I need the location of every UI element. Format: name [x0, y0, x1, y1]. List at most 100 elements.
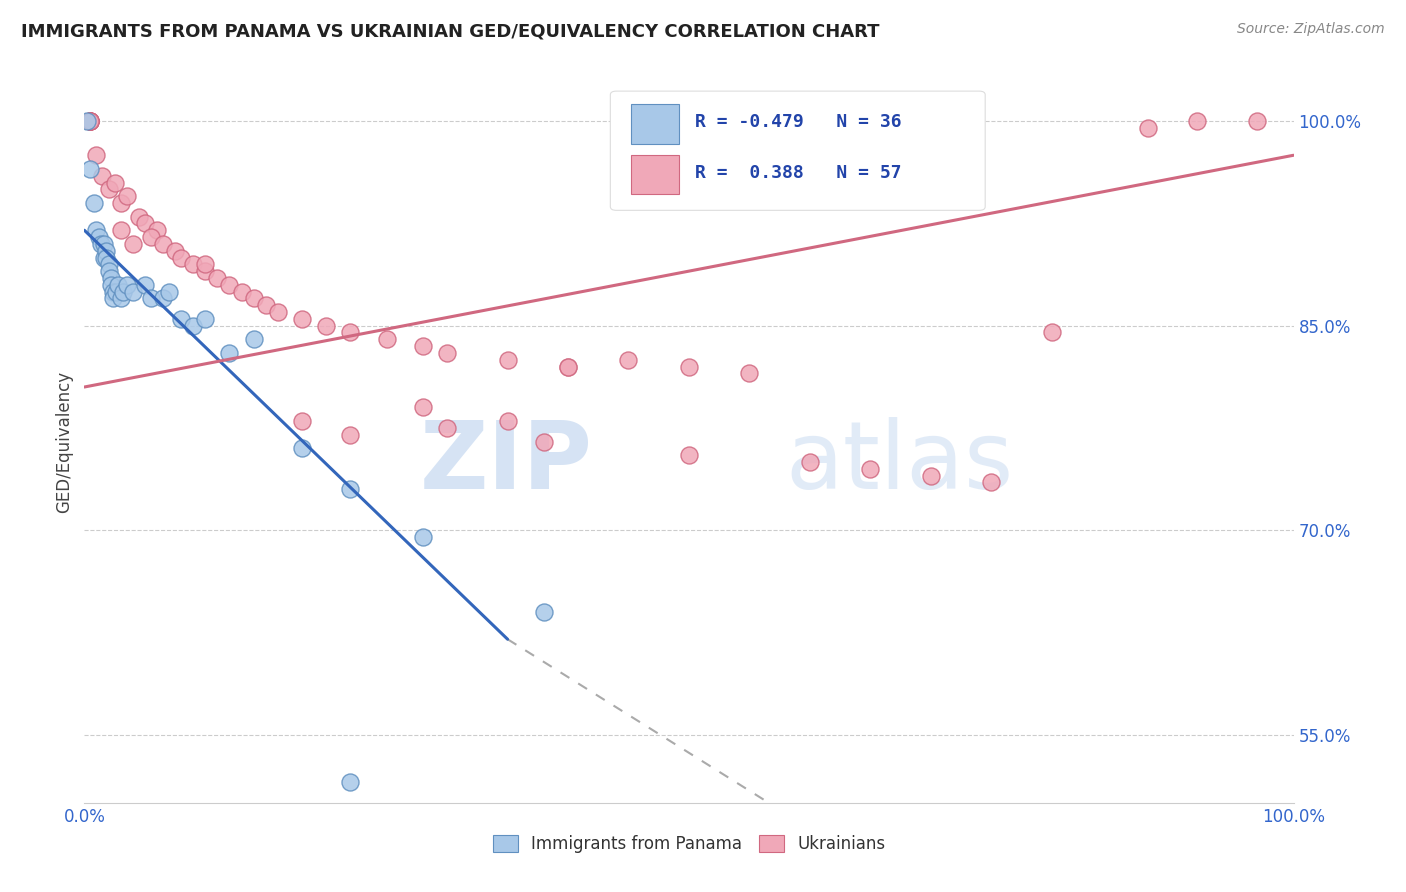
Point — [134, 277, 156, 292]
Point — [110, 292, 132, 306]
Point — [170, 251, 193, 265]
Point — [254, 298, 277, 312]
Point — [112, 285, 135, 299]
Bar — [631, 104, 679, 144]
Point — [436, 346, 458, 360]
Point — [93, 236, 115, 251]
Point — [1185, 114, 1208, 128]
Point — [97, 182, 120, 196]
Point — [134, 216, 156, 230]
Point — [194, 264, 217, 278]
Point — [152, 292, 174, 306]
Point — [79, 114, 101, 128]
Point — [799, 455, 821, 469]
Point — [920, 468, 942, 483]
Point — [79, 114, 101, 128]
Point — [738, 367, 761, 381]
Point — [165, 244, 187, 258]
Point — [121, 285, 143, 299]
Point — [375, 332, 398, 346]
Point — [533, 605, 555, 619]
Point — [100, 277, 122, 292]
Point — [678, 359, 700, 374]
Point — [291, 442, 314, 456]
Point — [103, 292, 125, 306]
Point — [557, 359, 579, 374]
Point — [128, 210, 150, 224]
Point — [339, 427, 361, 442]
Text: R = -0.479   N = 36: R = -0.479 N = 36 — [695, 113, 901, 131]
Point — [107, 277, 129, 292]
Point — [157, 285, 180, 299]
Point — [91, 169, 114, 183]
Point — [291, 311, 314, 326]
Text: ZIP: ZIP — [419, 417, 592, 509]
Point — [412, 339, 434, 353]
Point — [291, 414, 314, 428]
Point — [121, 236, 143, 251]
Point — [86, 148, 108, 162]
Point — [83, 196, 105, 211]
Text: IMMIGRANTS FROM PANAMA VS UKRAINIAN GED/EQUIVALENCY CORRELATION CHART: IMMIGRANTS FROM PANAMA VS UKRAINIAN GED/… — [21, 22, 880, 40]
Point — [146, 223, 169, 237]
Point — [76, 114, 98, 128]
Point — [87, 230, 110, 244]
Point — [242, 332, 264, 346]
Point — [100, 271, 122, 285]
Point — [103, 285, 125, 299]
Point — [79, 114, 101, 128]
Point — [110, 196, 132, 211]
Point — [980, 475, 1002, 490]
Point — [1137, 120, 1160, 135]
Point — [97, 264, 120, 278]
Point — [104, 285, 127, 299]
Point — [207, 271, 229, 285]
Point — [1246, 114, 1268, 128]
Point — [194, 311, 217, 326]
Point — [242, 292, 264, 306]
Point — [496, 414, 519, 428]
Point — [218, 277, 240, 292]
Point — [79, 114, 101, 128]
Point — [194, 257, 217, 271]
Text: Source: ZipAtlas.com: Source: ZipAtlas.com — [1237, 22, 1385, 37]
Point — [617, 352, 640, 367]
Point — [859, 462, 882, 476]
Point — [152, 236, 174, 251]
Point — [496, 352, 519, 367]
Point — [110, 223, 132, 237]
Point — [94, 244, 117, 258]
Point — [533, 434, 555, 449]
Point — [115, 189, 138, 203]
Point — [267, 305, 290, 319]
Point — [139, 230, 162, 244]
Text: R =  0.388   N = 57: R = 0.388 N = 57 — [695, 164, 901, 182]
Point — [231, 285, 253, 299]
Point — [139, 292, 162, 306]
Point — [218, 346, 240, 360]
Point — [315, 318, 337, 333]
Point — [181, 257, 204, 271]
Point — [412, 401, 434, 415]
Legend: Immigrants from Panama, Ukrainians: Immigrants from Panama, Ukrainians — [486, 828, 891, 860]
Point — [97, 257, 120, 271]
Point — [412, 530, 434, 544]
Bar — [631, 154, 679, 194]
Text: atlas: atlas — [786, 417, 1014, 509]
Point — [93, 251, 115, 265]
Point — [181, 318, 204, 333]
Point — [86, 223, 108, 237]
Point — [1040, 326, 1063, 340]
Point — [557, 359, 579, 374]
FancyBboxPatch shape — [610, 91, 986, 211]
Point — [170, 311, 193, 326]
Point — [104, 176, 127, 190]
Point — [79, 114, 101, 128]
Point — [339, 775, 361, 789]
Point — [94, 251, 117, 265]
Y-axis label: GED/Equivalency: GED/Equivalency — [55, 370, 73, 513]
Point — [339, 482, 361, 496]
Point — [339, 326, 361, 340]
Point — [79, 161, 101, 176]
Point — [115, 277, 138, 292]
